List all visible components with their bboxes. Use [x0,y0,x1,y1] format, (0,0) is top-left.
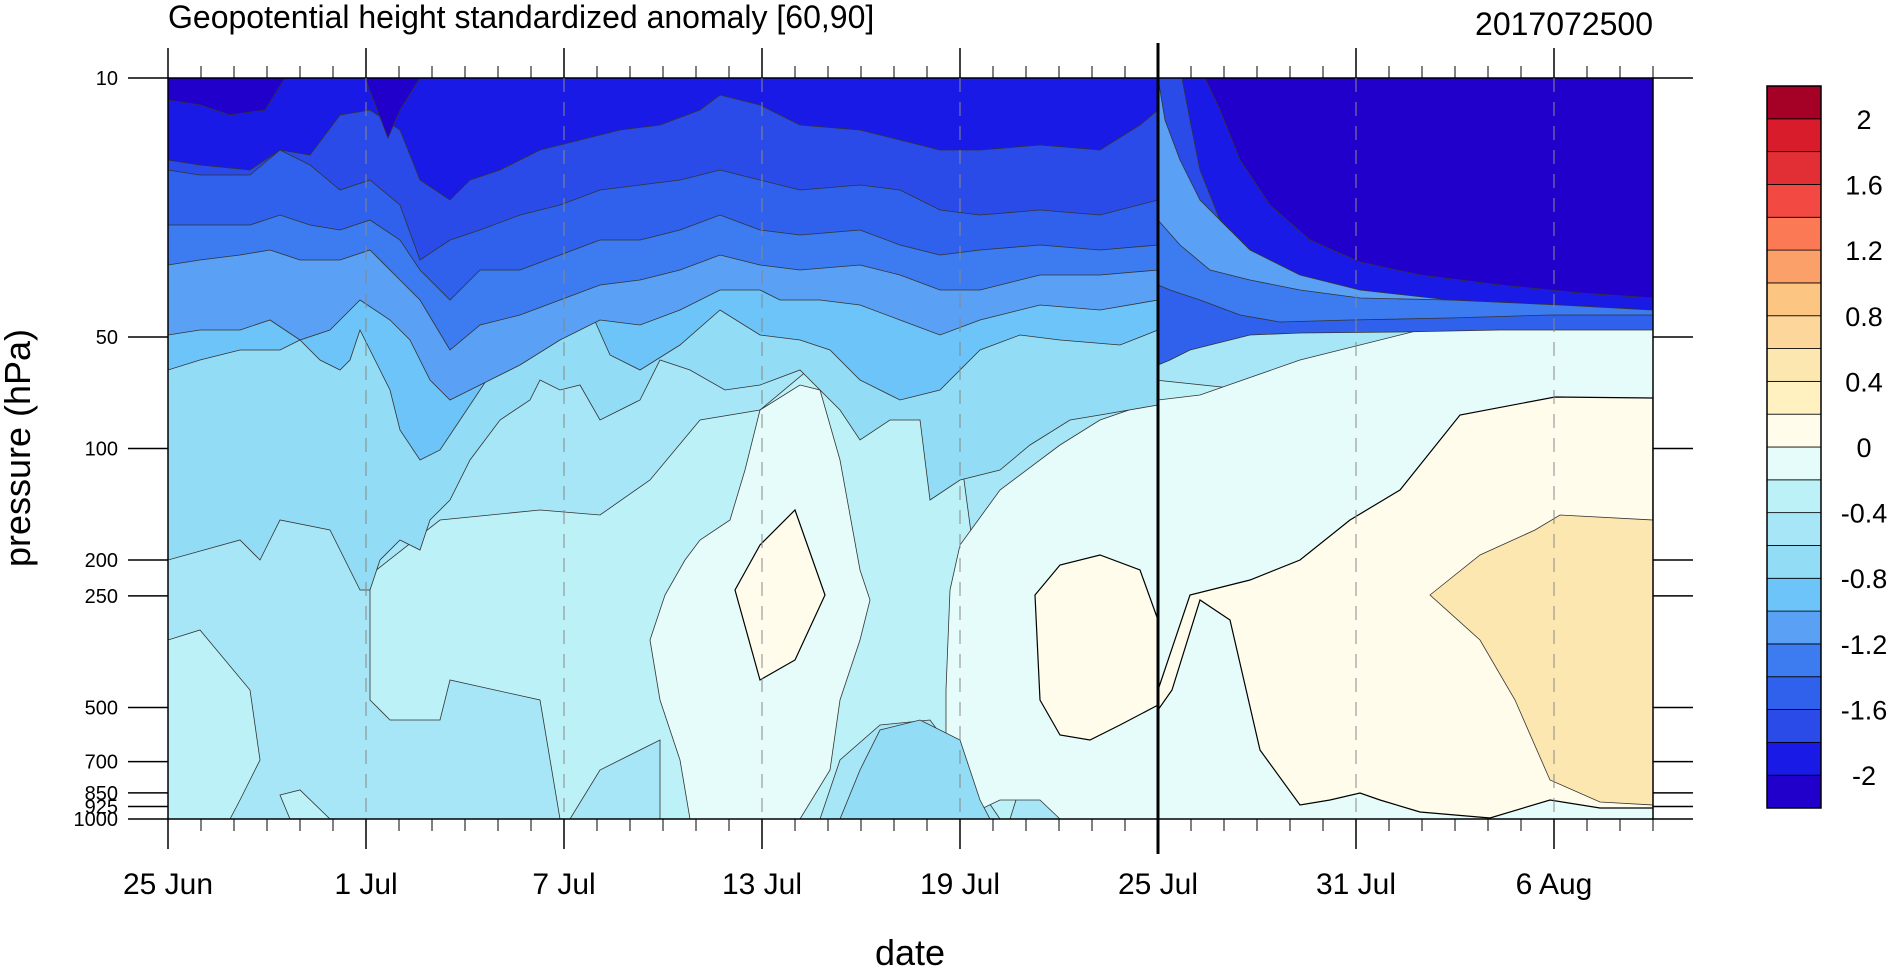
y-tick-label: 50 [96,327,118,349]
colorbar-label: 0.4 [1845,367,1883,397]
band-minus-2-2-left [168,78,421,140]
colorbar-swatch [1766,348,1822,382]
colorbar-label: 0 [1856,433,1871,463]
colorbar-label: -2 [1852,761,1876,791]
colorbar-swatch [1766,774,1822,809]
y-tick-label: 10 [96,68,118,90]
x-tick-label: 19 Jul [920,868,1000,901]
grid-layer [365,78,1555,819]
colorbar-swatch [1766,545,1822,579]
x-tick-label: 7 Jul [532,868,595,901]
colorbar-label: 1.2 [1845,236,1883,266]
x-tick-label: 25 Jun [123,868,213,901]
colorbar-swatch [1766,380,1822,415]
x-tick-label: 6 Aug [1516,868,1593,901]
band-minus-0-4-left [168,629,331,819]
colorbar-frame [1766,85,1822,809]
band-zero-b [1034,554,1159,741]
colorbar-label: 2 [1856,105,1871,135]
y-tick-label: 925 [85,796,118,818]
colorbar-swatch [1766,643,1822,678]
colorbar-swatch [1766,709,1822,743]
colorbar-label: -0.4 [1841,499,1888,529]
y-axis-label: pressure (hPa) [0,329,38,567]
x-tick-label: 31 Jul [1316,868,1396,901]
y-tick-label: 500 [85,697,118,719]
colorbar-label: -0.8 [1841,564,1888,594]
y-tick-label: 700 [85,752,118,774]
colorbar-swatch [1766,512,1822,546]
colorbar-swatch [1766,282,1822,317]
colorbar-swatch [1766,85,1822,120]
colorbar-swatch [1766,577,1822,612]
colorbar-swatch [1766,479,1822,514]
colorbar-swatch [1766,676,1822,710]
band-right-darkest [1204,78,1653,299]
chart-title: Geopotential height standardized anomaly… [168,0,874,35]
y-tick-label: 200 [85,550,118,572]
colorbar-swatch [1766,446,1822,481]
colorbar-label: 1.6 [1845,171,1883,201]
contour-fill-layer [168,78,1653,819]
band-minus-0-8-lower [839,719,991,819]
colorbar-label: -1.6 [1841,695,1888,725]
band-plus-0-2 [1429,514,1653,806]
colorbar-swatch [1766,249,1822,284]
colorbar-swatch [1766,151,1822,185]
colorbar-swatch [1766,741,1822,776]
colorbar-label: -1.2 [1841,630,1888,660]
band-minus-2-0 [168,78,1159,201]
band-zero-a [734,508,826,681]
y-tick-label: 100 [85,439,118,461]
colorbar-swatch [1766,413,1822,448]
colorbar-label: 0.8 [1845,302,1883,332]
colorbar-swatch [1766,118,1822,153]
x-axis-label: date [875,932,945,969]
colorbar-swatch [1766,216,1822,251]
x-axis: 25 Jun 1 Jul 7 Jul 13 Jul 19 Jul 25 Jul 31 Jul… [123,48,1654,901]
x-tick-label: 1 Jul [334,868,397,901]
y-tick-label: 250 [85,586,118,608]
colorbar: 2 1.6 1.2 0.8 0.4 0 -0.4 -0.8 -1.2 -1.6 -2 [1766,85,1888,809]
x-tick-label: 25 Jul [1118,868,1198,901]
colorbar-swatch [1766,184,1822,218]
chart-date-stamp: 2017072500 [1475,6,1653,42]
colorbar-swatch [1766,610,1822,645]
x-tick-label: 13 Jul [722,868,802,901]
colorbar-swatch [1766,315,1822,349]
y-tick-label: 1000 [74,809,119,831]
y-tick-label: 850 [85,783,118,805]
